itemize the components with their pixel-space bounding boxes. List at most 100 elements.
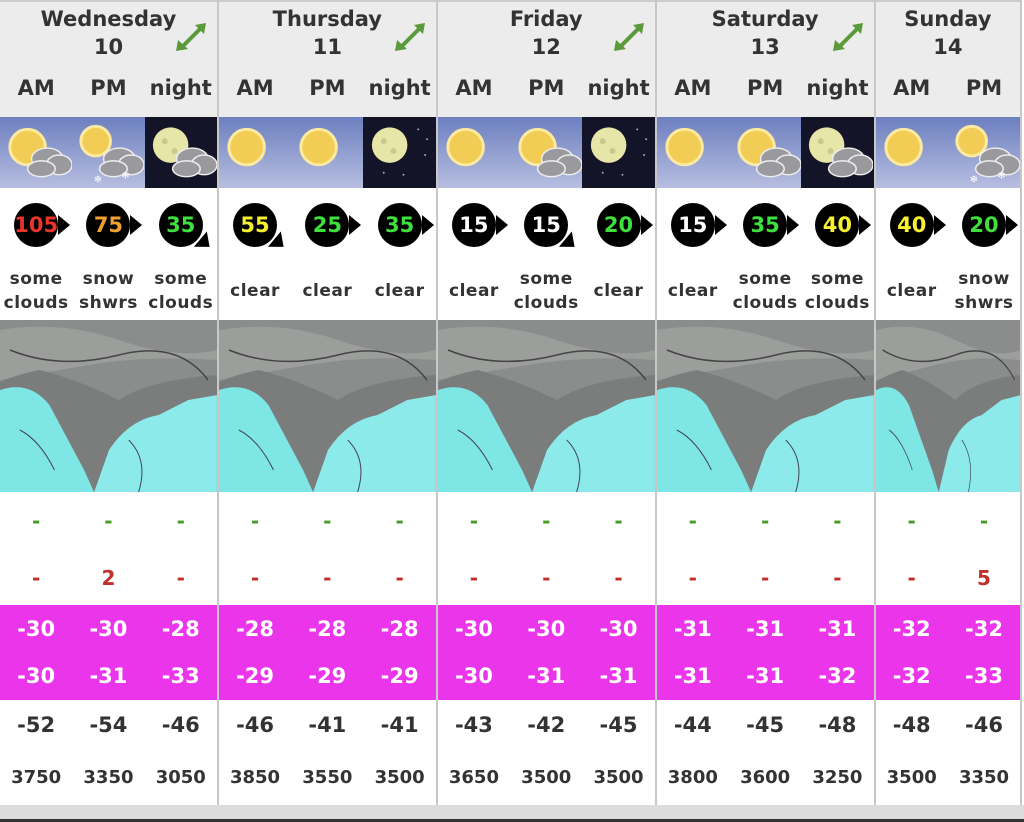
rain-value: - <box>614 565 623 590</box>
day-date: 13 <box>750 35 780 59</box>
summary-line: clouds <box>732 293 798 313</box>
frz-value: 3500 <box>886 767 937 788</box>
chill-row: -48 -46 <box>876 700 1021 750</box>
rain-value: - <box>176 565 185 590</box>
wind-speed-badge: 40 <box>815 203 872 247</box>
expand-arrows-icon[interactable] <box>394 22 428 52</box>
chill-value: -44 <box>673 713 712 737</box>
wind-speed: 35 <box>166 213 196 237</box>
expand-arrows-icon[interactable] <box>175 22 209 52</box>
rain-value: - <box>542 565 551 590</box>
moon-cloud-icon <box>801 117 874 188</box>
moon-icon <box>582 117 655 188</box>
expand-arrows-icon[interactable] <box>832 22 866 52</box>
sun-icon <box>875 117 948 188</box>
tmin-value: -29 <box>218 652 292 700</box>
snow-row: --- <box>219 492 436 550</box>
sun-icon <box>218 117 292 188</box>
weather-summary: clear <box>291 262 363 320</box>
day-name: Thursday <box>272 7 382 31</box>
wind-direction-arrow-icon <box>349 215 362 235</box>
wind-direction-arrow-icon <box>933 215 946 235</box>
tmin-value: -31 <box>656 652 729 700</box>
summary-line: clear <box>302 281 353 301</box>
tmax-value: -28 <box>218 605 292 653</box>
horizontal-scrollbar[interactable] <box>0 805 1024 822</box>
tmax-value: -28 <box>144 605 217 653</box>
tmin-value: -32 <box>875 652 948 700</box>
tmin-value: -31 <box>728 652 802 700</box>
frz-row: 3800 3600 3250 <box>657 750 874 805</box>
period-label: PM <box>309 76 346 100</box>
wind-direction-arrow-icon <box>559 231 582 255</box>
weather-summary: clear <box>438 262 510 320</box>
period-label: night <box>587 76 650 100</box>
snow-value: - <box>250 509 260 533</box>
snow-value: - <box>833 509 842 533</box>
tmax-value: -31 <box>801 605 874 653</box>
weather-map[interactable] <box>875 320 1021 492</box>
expand-arrows-icon[interactable] <box>613 22 647 52</box>
wind-speed: 20 <box>603 213 634 237</box>
rain-row: --- <box>438 550 655 605</box>
tmin-value: -31 <box>510 652 583 700</box>
tmin-value: -33 <box>947 652 1021 700</box>
tmax-value: -31 <box>728 605 802 653</box>
snow-row: --- <box>438 492 655 550</box>
chill-value: -46 <box>161 713 200 737</box>
tmin-value: -33 <box>144 652 217 700</box>
svg-text:❄: ❄ <box>94 175 102 186</box>
weather-map[interactable] <box>0 320 217 492</box>
chill-value: -41 <box>308 713 347 737</box>
chill-value: -48 <box>818 713 857 737</box>
snow-value: - <box>979 509 989 533</box>
tmax-value: -28 <box>363 605 436 653</box>
frz-row: 3850 3550 3500 <box>219 750 436 805</box>
wind-direction-arrow-icon <box>268 231 291 255</box>
rain-value: - <box>688 565 697 590</box>
frz-value: 3500 <box>521 767 572 788</box>
tmax-row: -30 -30 -28 <box>0 605 217 653</box>
summary-line: clouds <box>148 293 214 313</box>
tmax-row: -28 -28 -28 <box>218 605 436 653</box>
chill-value: -54 <box>89 713 128 737</box>
tmin-row: -31 -31 -32 <box>656 652 874 700</box>
summary-line: clouds <box>513 293 579 313</box>
wind-speed-badge: 105 <box>14 203 71 247</box>
rain-value: 2 <box>101 565 116 590</box>
wind-row: 55 25 35 <box>219 188 436 262</box>
day-date: 11 <box>312 35 342 59</box>
summary-line: some <box>9 269 63 289</box>
period-label: night <box>149 76 212 100</box>
wind-speed: 15 <box>678 213 708 237</box>
weather-map[interactable] <box>437 320 655 492</box>
frz-value: 3250 <box>812 767 863 788</box>
weather-map[interactable] <box>218 320 436 492</box>
tmax-row: -32 -32 <box>875 605 1021 653</box>
weather-map[interactable] <box>656 320 874 492</box>
summary-line: snow <box>958 269 1010 289</box>
tmin-value: -29 <box>291 652 364 700</box>
tmin-value: -30 <box>437 652 511 700</box>
rain-value: 5 <box>977 565 991 590</box>
rain-row: --- <box>219 550 436 605</box>
snow-row: --- <box>0 492 217 550</box>
wind-speed-badge: 15 <box>451 203 508 247</box>
desc-row: clear some clouds some clouds <box>657 262 874 320</box>
chill-value: -46 <box>236 713 275 737</box>
wind-direction-arrow-icon <box>714 215 727 235</box>
summary-line: clouds <box>804 293 870 313</box>
wind-row: 15 15 20 <box>438 188 655 262</box>
tmax-value: -28 <box>291 605 364 653</box>
summary-line: clear <box>449 281 499 301</box>
day-header: Saturday 13 AM PM night <box>656 0 874 117</box>
wind-speed-badge: 40 <box>889 203 946 247</box>
frz-row: 3500 3350 <box>876 750 1021 805</box>
day-header: Thursday 11 AM PM night <box>218 0 436 117</box>
icons-row: ❄ ❄ <box>0 117 217 188</box>
day-header: Friday 12 AM PM night <box>437 0 655 117</box>
wind-speed-badge: 15 <box>524 203 582 255</box>
summary-line: snow <box>82 269 135 289</box>
icons-row: ❄ ❄ <box>875 117 1021 188</box>
period-label: PM <box>746 76 784 100</box>
